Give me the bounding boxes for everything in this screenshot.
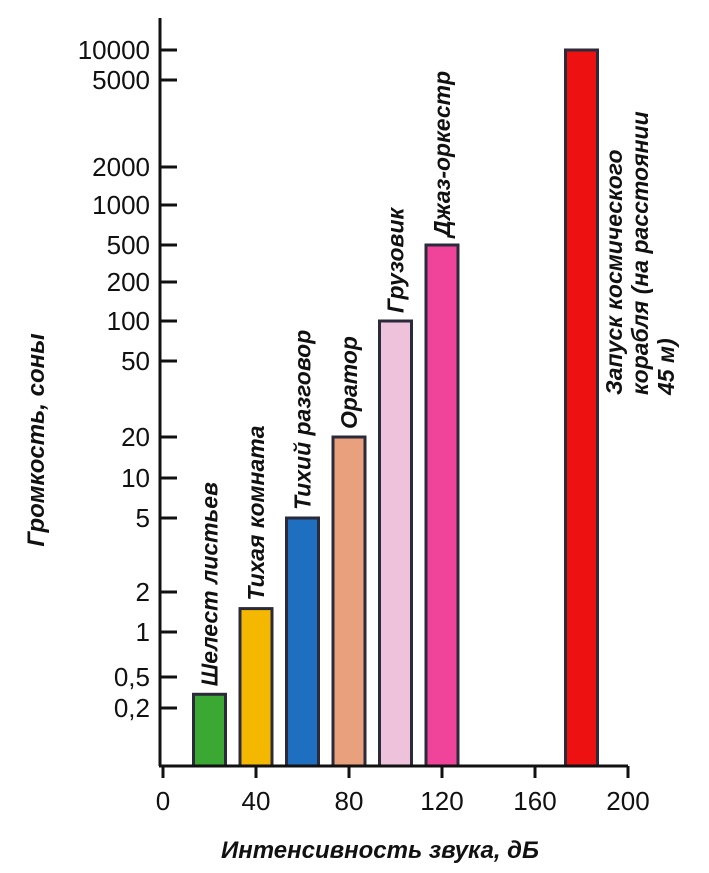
bar-label: Джаз-оркестр bbox=[429, 71, 455, 239]
y-tick-label: 20 bbox=[121, 422, 150, 452]
y-tick-label: 1 bbox=[136, 617, 150, 647]
bar-label-line: Запуск космического bbox=[601, 149, 627, 395]
bar-label: Оратор bbox=[336, 336, 362, 429]
y-tick-label: 50 bbox=[121, 346, 150, 376]
y-tick-label: 5 bbox=[136, 503, 150, 533]
bar-label-line: 45 м) bbox=[653, 338, 679, 396]
y-tick-label: 200 bbox=[107, 267, 150, 297]
y-tick-label: 0,5 bbox=[114, 662, 150, 692]
y-tick-label: 2000 bbox=[92, 152, 150, 182]
x-axis-ticks: 0 40 80 120 160 200 bbox=[156, 766, 650, 816]
bar-label: Шелест листьев bbox=[197, 482, 223, 686]
x-tick-label: 120 bbox=[420, 786, 463, 816]
bar bbox=[564, 48, 599, 768]
y-axis-label: Громкость, соны bbox=[23, 333, 50, 547]
y-tick-label: 0,2 bbox=[114, 693, 150, 723]
bar-label-line: корабля (на расстоянии bbox=[627, 111, 653, 395]
bar bbox=[331, 435, 367, 768]
bar-label: Тихая комната bbox=[243, 425, 269, 600]
x-tick-label: 160 bbox=[513, 786, 556, 816]
y-tick-label: 100 bbox=[107, 306, 150, 336]
y-tick-label: 2 bbox=[136, 577, 150, 607]
bar bbox=[192, 692, 227, 768]
x-tick-label: 200 bbox=[606, 786, 649, 816]
y-tick-label: 10000 bbox=[78, 35, 150, 65]
x-tick-label: 80 bbox=[335, 786, 364, 816]
bar bbox=[285, 516, 320, 768]
bar bbox=[424, 243, 460, 768]
y-tick-label: 500 bbox=[107, 230, 150, 260]
bar-label: Грузовик bbox=[383, 207, 409, 313]
x-tick-label: 40 bbox=[242, 786, 271, 816]
x-axis-label: Интенсивность звука, дБ bbox=[221, 837, 539, 864]
bar bbox=[238, 607, 274, 768]
bar-label: Тихий разговор bbox=[290, 330, 316, 510]
x-tick-label: 0 bbox=[156, 786, 170, 816]
y-tick-label: 5000 bbox=[92, 65, 150, 95]
bars bbox=[192, 48, 599, 768]
bar bbox=[378, 319, 413, 768]
y-tick-label: 10 bbox=[121, 463, 150, 493]
bar-labels: Шелест листьев Тихая комната Тихий разгово… bbox=[197, 71, 680, 686]
y-tick-label: 1000 bbox=[92, 190, 150, 220]
